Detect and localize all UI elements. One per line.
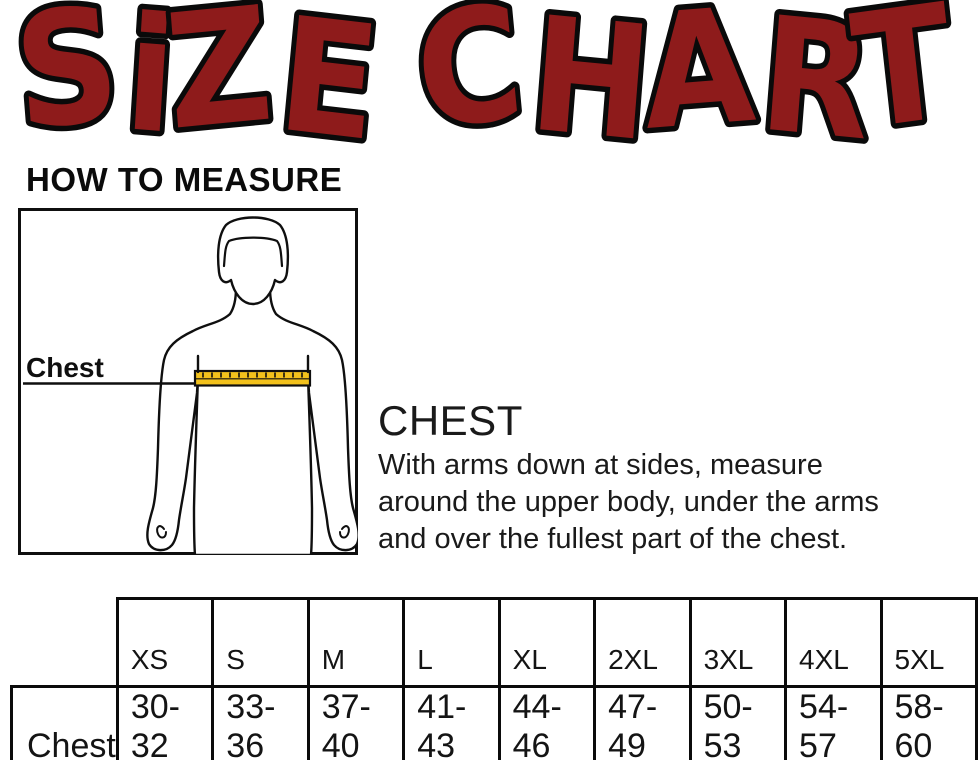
size-column-header: 2XL xyxy=(593,597,692,688)
chest-range-cell: 50-53 xyxy=(688,685,788,760)
chest-row-label: Chest xyxy=(10,685,119,760)
hairline xyxy=(222,236,284,268)
chest-instructions-line: With arms down at sides, measure xyxy=(378,449,823,481)
chest-range-cell: 37-40 xyxy=(306,685,406,760)
size-column-header: M xyxy=(306,597,406,688)
title-banner: SiZE CHART xyxy=(2,0,968,160)
chest-range-cell: 58-60 xyxy=(879,685,978,760)
chest-range-cell: 47-49 xyxy=(593,685,692,760)
chest-diagram-label: Chest xyxy=(26,352,104,383)
chest-range-cell: 54-57 xyxy=(784,685,883,760)
tape-tick-marks xyxy=(202,372,303,378)
chest-instructions-line: around the upper body, under the arms xyxy=(378,486,879,518)
armpit-lines xyxy=(196,354,310,374)
size-table: XS S M L XL 2XL 3XL 4XL 5XL Chest 30-32 … xyxy=(10,597,978,760)
size-column-header: 4XL xyxy=(784,597,883,688)
page-title: SiZE CHART xyxy=(7,0,962,160)
chest-range-cell: 44-46 xyxy=(497,685,597,760)
size-column-header: S xyxy=(211,597,310,688)
right-thumb-curl xyxy=(339,525,350,539)
size-column-header: 5XL xyxy=(879,597,978,688)
chest-instructions: With arms down at sides, measure around … xyxy=(378,447,879,558)
how-to-measure-heading: HOW TO MEASURE xyxy=(26,161,343,198)
body-outline xyxy=(146,286,358,555)
chest-range-cell: 41-43 xyxy=(402,685,501,760)
chest-range-cell: 30-32 xyxy=(115,685,215,760)
left-thumb-curl xyxy=(156,525,167,539)
size-column-header: 3XL xyxy=(688,597,788,688)
measurement-diagram: Chest xyxy=(18,208,358,555)
size-table-blank-cell xyxy=(12,599,118,687)
chest-measurements-row: Chest 30-32 33-36 37-40 41-43 44-46 47-4… xyxy=(10,685,978,760)
chest-instructions-line: and over the fullest part of the chest. xyxy=(378,523,848,555)
chest-section-heading: CHEST xyxy=(378,397,523,444)
size-table-header-row: XS S M L XL 2XL 3XL 4XL 5XL xyxy=(12,597,978,688)
size-column-header: XS xyxy=(115,597,215,688)
chest-range-cell: 33-36 xyxy=(211,685,310,760)
size-column-header: L xyxy=(402,597,501,688)
size-column-header: XL xyxy=(497,597,597,688)
